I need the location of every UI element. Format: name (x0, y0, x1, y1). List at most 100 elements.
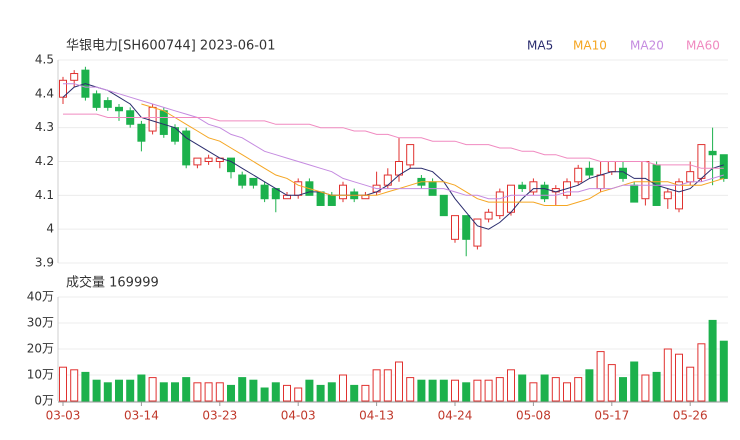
volume-bar (81, 371, 90, 402)
volume-bar (294, 387, 303, 402)
volume-bar (473, 379, 482, 402)
volume-bar (563, 382, 571, 402)
volume-bar (395, 361, 403, 402)
volume-bar (92, 379, 101, 402)
candle-body (159, 110, 168, 135)
volume-bar (182, 377, 191, 402)
candle-body (630, 184, 639, 203)
candle-body (182, 130, 191, 166)
legend-label: MA5 (527, 39, 553, 53)
volume-bar (585, 369, 594, 402)
volume-bar (607, 364, 616, 402)
candle-body (193, 157, 202, 166)
candle-body (675, 181, 683, 210)
candle-body (238, 174, 247, 186)
candle-body (708, 150, 717, 156)
volume-bar (495, 377, 504, 402)
candle-body (697, 144, 706, 179)
candle-body (316, 191, 325, 206)
candle-body (361, 194, 370, 200)
candle-body (148, 106, 157, 132)
candle-body (327, 194, 336, 206)
volume-bar (238, 377, 247, 402)
volume-bar (518, 374, 527, 402)
candle-body (473, 218, 482, 247)
candle-body (518, 184, 527, 190)
x-tick-label: 04-13 (359, 409, 394, 423)
y-tick-label: 4.4 (35, 86, 54, 100)
candle-body (227, 157, 235, 173)
candle-body (585, 167, 594, 176)
volume-bar (103, 382, 112, 402)
volume-bar (260, 387, 269, 402)
volume-bar (70, 369, 79, 402)
volume-bar (529, 382, 538, 402)
y-tick-label: 4.5 (35, 53, 54, 67)
volume-bar (204, 382, 213, 402)
y-tick-label: 4.1 (35, 188, 54, 202)
candle-body (462, 215, 471, 240)
candle-body (383, 174, 392, 186)
volume-bar (619, 377, 627, 402)
y-tick-label: 4.2 (35, 154, 54, 168)
legend-label: MA10 (573, 39, 607, 53)
candle-body (495, 191, 504, 217)
ma-line (63, 113, 724, 169)
candle-body (663, 191, 672, 200)
y-tick-label: 30万 (27, 316, 54, 330)
candle-body (484, 211, 493, 220)
candle-body (115, 106, 123, 112)
y-tick-label: 4 (46, 222, 54, 236)
candle-body (607, 161, 616, 173)
x-tick-label: 03-14 (124, 409, 159, 423)
volume-bar (428, 379, 437, 402)
candle-body (540, 184, 549, 200)
volume-bar (249, 379, 258, 402)
x-tick-label: 05-26 (673, 409, 708, 423)
volume-bar (451, 379, 459, 402)
volume-bar (283, 384, 291, 402)
x-tick-label: 05-17 (594, 409, 629, 423)
volume-bar (383, 369, 392, 402)
x-tick-label: 04-24 (438, 409, 473, 423)
y-tick-label: 20万 (27, 342, 54, 356)
volume-bar (193, 382, 202, 402)
volume-bar (708, 319, 717, 402)
volume-bar (462, 382, 471, 402)
candle-body (574, 167, 583, 183)
candle-body (686, 171, 695, 183)
volume-bar (417, 379, 426, 402)
volume-bar (439, 379, 448, 402)
y-tick-label: 3.9 (35, 256, 54, 270)
volume-title: 成交量 169999 (66, 275, 159, 291)
candle-body (339, 184, 347, 200)
volume-bar (719, 340, 728, 402)
candle-body (529, 181, 538, 193)
ma-line (62, 83, 724, 230)
x-tick-label: 03-03 (46, 409, 81, 423)
volume-bar (215, 382, 224, 402)
candle-body (92, 93, 101, 108)
candle-body (70, 73, 79, 81)
volume-bar (339, 374, 347, 402)
candle-body (249, 177, 258, 186)
volume-bar (507, 369, 515, 402)
volume-bar (406, 377, 415, 402)
volume-bar (137, 374, 146, 402)
candle-body (59, 79, 67, 98)
volume-bar (675, 353, 683, 402)
volume-bar (305, 379, 314, 402)
x-tick-label: 05-08 (516, 409, 551, 423)
volume-bar (227, 384, 235, 402)
candle-body (439, 194, 448, 217)
volume-bar (663, 348, 672, 402)
volume-bar (316, 384, 325, 402)
candle-body (204, 157, 213, 163)
volume-bar (551, 377, 560, 402)
ma-line (63, 83, 724, 200)
candle-body (260, 184, 269, 200)
volume-bar (115, 379, 123, 402)
volume-bar (171, 382, 179, 402)
volume-bar (148, 377, 157, 402)
